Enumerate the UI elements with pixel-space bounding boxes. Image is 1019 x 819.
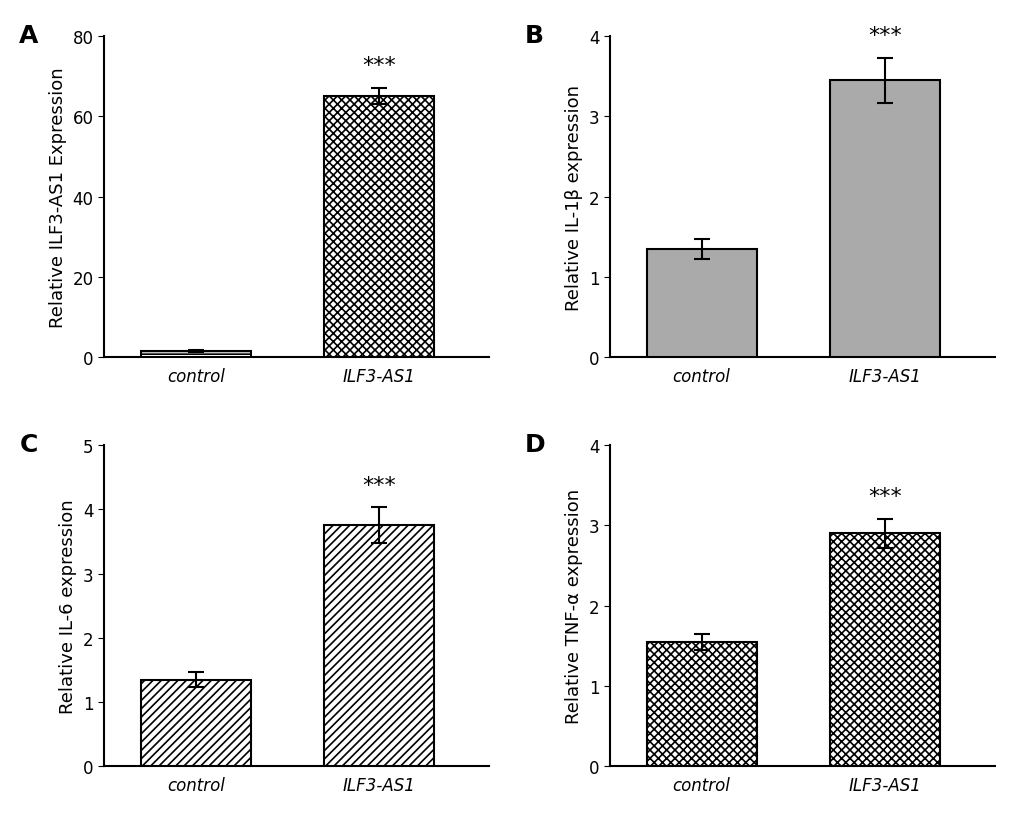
Bar xyxy=(829,534,940,767)
Text: C: C xyxy=(19,432,38,457)
Y-axis label: Relative IL-1β expression: Relative IL-1β expression xyxy=(565,84,583,310)
Bar xyxy=(646,250,756,358)
Text: A: A xyxy=(19,25,39,48)
Text: ***: *** xyxy=(867,26,901,46)
Bar xyxy=(829,81,940,358)
Text: ***: *** xyxy=(362,475,395,495)
Bar xyxy=(324,97,434,358)
Text: B: B xyxy=(525,25,543,48)
Text: D: D xyxy=(525,432,545,457)
Y-axis label: Relative IL-6 expression: Relative IL-6 expression xyxy=(59,499,77,713)
Bar xyxy=(141,352,251,358)
Y-axis label: Relative ILF3-AS1 Expression: Relative ILF3-AS1 Expression xyxy=(49,67,67,328)
Text: ***: *** xyxy=(867,486,901,506)
Bar xyxy=(324,526,434,767)
Bar xyxy=(646,642,756,767)
Bar xyxy=(141,680,251,767)
Y-axis label: Relative TNF-α expression: Relative TNF-α expression xyxy=(565,488,583,723)
Text: ***: *** xyxy=(362,57,395,76)
